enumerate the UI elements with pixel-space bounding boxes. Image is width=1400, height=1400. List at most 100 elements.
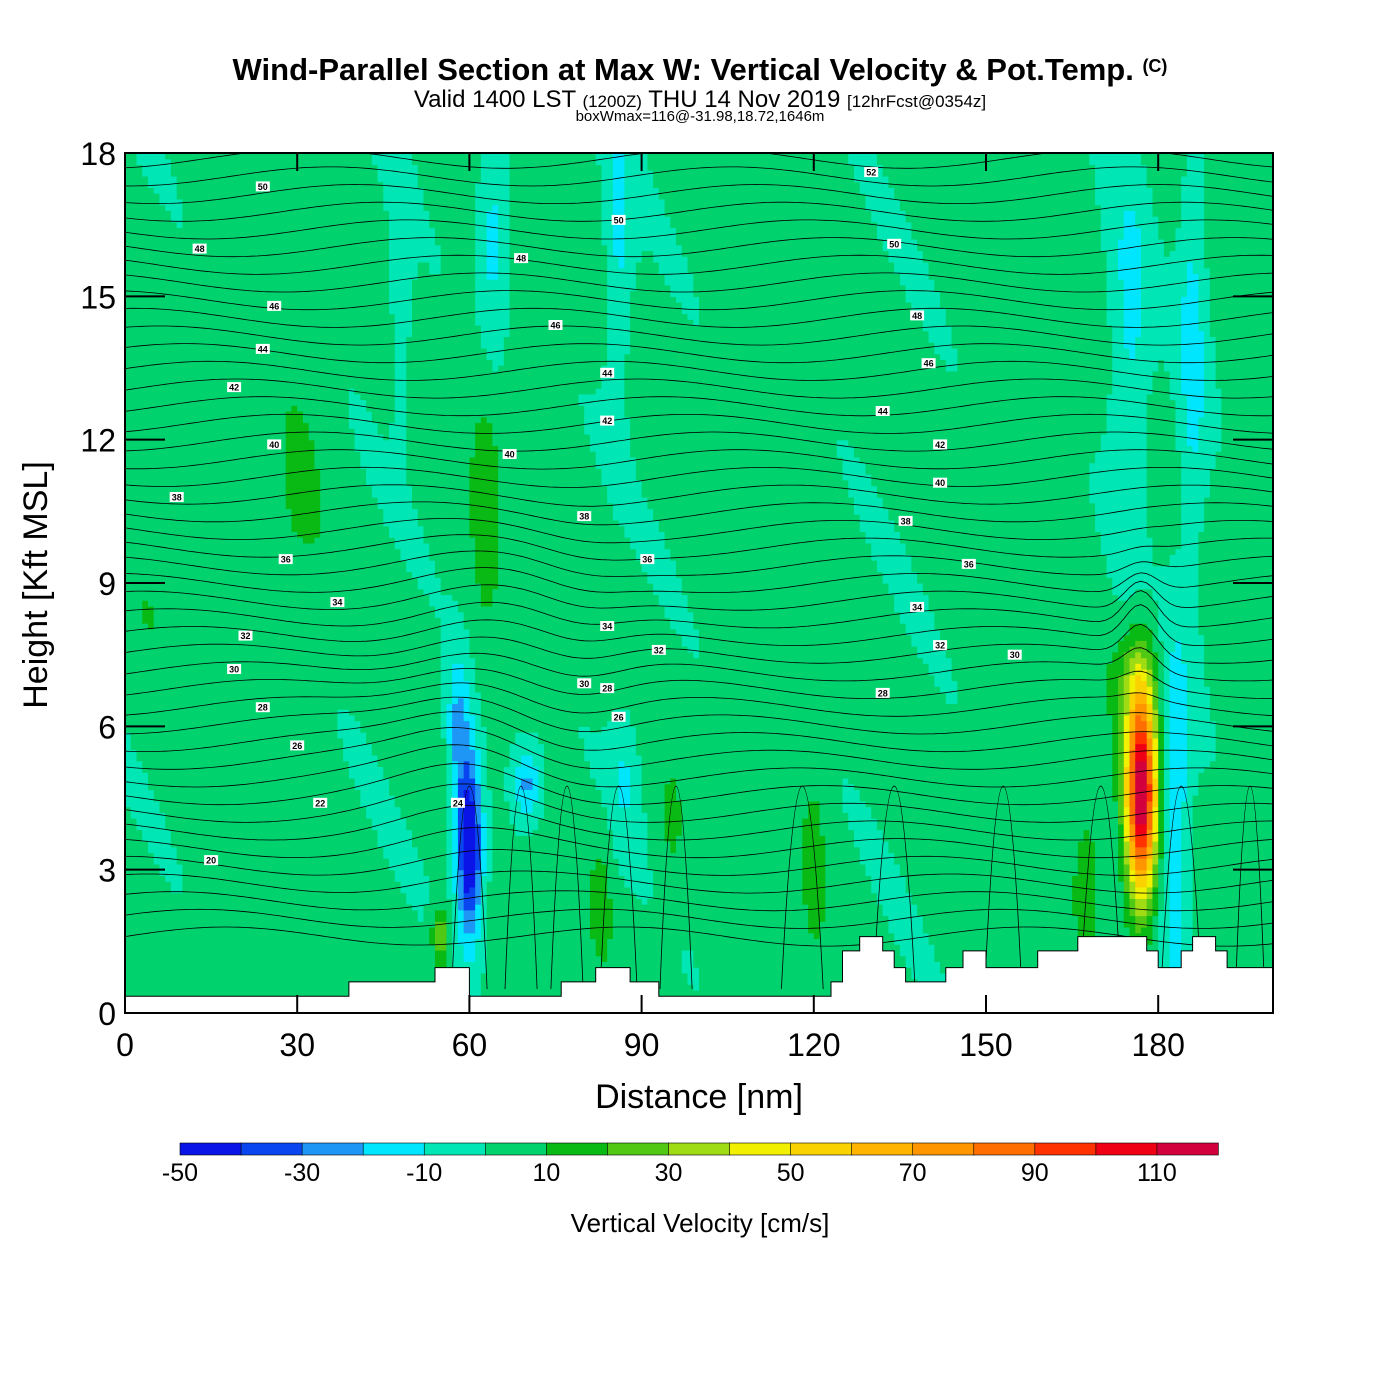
w-cell [136, 760, 143, 831]
w-cell [1135, 875, 1142, 888]
w-cell [951, 370, 958, 682]
w-cell [670, 560, 677, 630]
w-cell [940, 359, 947, 641]
w-cell [366, 411, 373, 487]
contour-label-box [577, 511, 592, 522]
w-cell [848, 164, 855, 446]
contour-label-box [169, 492, 184, 502]
w-cell [480, 347, 488, 418]
w-cell [842, 153, 849, 441]
chart-title: Wind-Parallel Section at Max W: Vertical… [232, 52, 1168, 87]
w-cell [853, 153, 861, 183]
w-cell [412, 279, 419, 510]
theta-contour-line [125, 184, 1273, 204]
w-cell [130, 153, 138, 750]
w-cell [348, 153, 356, 389]
w-cell [681, 972, 689, 1013]
w-cell [612, 153, 620, 257]
w-cell [521, 777, 528, 790]
w-cell [1146, 915, 1154, 945]
w-cell [147, 628, 155, 790]
w-cell [876, 164, 884, 240]
w-cell [394, 548, 402, 808]
w-cell [1135, 640, 1142, 653]
w-cell [1140, 823, 1148, 836]
w-cell [693, 325, 700, 630]
contour-label-box [640, 554, 655, 565]
w-cell [1118, 674, 1125, 825]
theta-contour-line [125, 307, 1273, 328]
w-cell [641, 250, 648, 498]
contour-label-box [450, 797, 465, 808]
w-cell [1106, 714, 1113, 1013]
w-cell [1135, 588, 1142, 624]
w-cell [589, 777, 597, 871]
w-cell [899, 542, 907, 624]
w-cell [526, 789, 534, 813]
y-tick-label: 6 [98, 709, 116, 745]
w-cell [1100, 554, 1108, 1013]
w-cell [601, 806, 608, 865]
theta-contour-line [125, 804, 1273, 841]
w-cell [871, 560, 878, 819]
w-cell [647, 250, 654, 510]
w-cell [1158, 909, 1165, 1013]
w-cell [125, 806, 132, 1013]
w-cell [1100, 433, 1108, 555]
w-cell [836, 439, 844, 458]
w-cell [853, 181, 861, 458]
w-cell [1140, 869, 1148, 876]
w-cell [917, 250, 924, 320]
contour-label-box [910, 310, 925, 321]
w-cell [1095, 204, 1102, 452]
w-cell [521, 835, 528, 1013]
w-cell [165, 881, 172, 1013]
theta-contour-line [125, 290, 1273, 311]
w-cell [865, 806, 872, 876]
contour-label-box [227, 382, 242, 393]
contour-label-box [330, 597, 345, 608]
w-cell [176, 863, 183, 894]
x-tick-label: 120 [787, 1027, 840, 1063]
w-cell [1181, 153, 1188, 177]
w-cell [1215, 451, 1222, 1013]
contour-label: 36 [281, 555, 291, 565]
contour-label-box [933, 477, 948, 488]
theta-contour-line [125, 518, 1273, 544]
w-cell [394, 806, 402, 882]
w-cell [836, 456, 844, 1013]
w-cell [257, 153, 264, 1013]
w-cell [371, 422, 379, 498]
w-cell [802, 818, 809, 905]
contour-label: 24 [453, 798, 463, 808]
w-cell [377, 181, 384, 435]
w-cell [222, 153, 229, 1013]
colorbar-swatch [1095, 1142, 1158, 1156]
w-cell [676, 835, 683, 1013]
w-cell [905, 302, 912, 555]
w-cell [125, 732, 132, 808]
w-cell [159, 875, 166, 1013]
contour-label: 38 [172, 493, 182, 503]
w-cell [876, 829, 884, 905]
contour-label-box [255, 702, 270, 713]
w-cell [876, 239, 884, 498]
w-cell [1135, 691, 1142, 704]
w-cell [894, 611, 901, 865]
w-cell [297, 411, 304, 538]
w-cell [681, 256, 689, 315]
w-cell [733, 153, 740, 1013]
w-cell [928, 611, 935, 676]
w-cell [389, 795, 396, 871]
w-cell [865, 474, 872, 544]
w-cell [928, 279, 935, 343]
w-cell [1163, 153, 1171, 257]
w-cell [521, 812, 528, 836]
w-cell [1146, 651, 1154, 670]
w-cell [762, 153, 769, 1013]
w-cell [876, 153, 884, 166]
w-cell [412, 164, 419, 280]
w-cell [865, 210, 872, 475]
w-cell [389, 422, 396, 538]
w-cell [302, 542, 310, 1013]
